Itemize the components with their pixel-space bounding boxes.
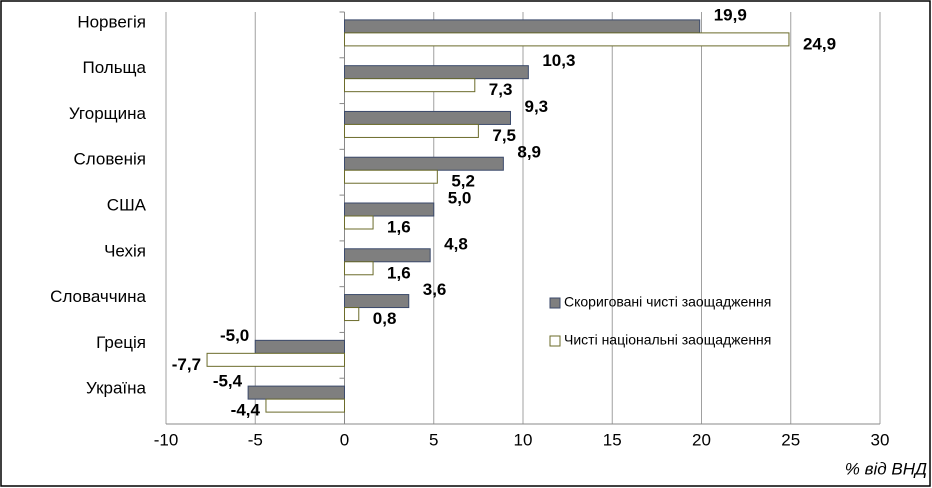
y-tick-label: Греція — [96, 333, 146, 352]
value-label: 1,6 — [387, 217, 411, 236]
value-label: 0,8 — [373, 309, 397, 328]
y-tick-label: Норвегія — [77, 12, 146, 31]
x-tick-label: 10 — [514, 430, 533, 449]
y-tick-label: Чехія — [104, 241, 146, 260]
x-tick-label: 15 — [603, 430, 622, 449]
bar — [344, 156, 504, 171]
x-tick-label: 30 — [871, 430, 890, 449]
bar — [344, 261, 374, 276]
value-label: -5,4 — [213, 372, 243, 391]
value-label: 7,3 — [489, 80, 513, 99]
bar — [344, 248, 431, 263]
value-label: 5,0 — [448, 188, 472, 207]
x-tick-label: 20 — [692, 430, 711, 449]
bar — [206, 352, 345, 367]
bar — [344, 32, 790, 47]
bar — [254, 339, 345, 354]
x-tick-label: 0 — [340, 430, 349, 449]
value-label: 3,6 — [423, 280, 447, 299]
x-axis-label: % від ВНД — [845, 459, 927, 478]
bar — [344, 294, 410, 309]
bar — [344, 19, 701, 34]
x-tick-label: -5 — [248, 430, 263, 449]
value-label: 19,9 — [714, 5, 747, 24]
value-label: 9,3 — [525, 97, 549, 116]
bar — [344, 215, 374, 230]
bar — [265, 398, 345, 413]
x-tick-label: 5 — [429, 430, 438, 449]
legend-label: Скориговані чисті заощадження — [564, 294, 771, 310]
legend-swatch — [549, 297, 561, 309]
y-tick-label: Угорщина — [69, 104, 147, 123]
value-label: 7,5 — [492, 126, 516, 145]
x-tick-label: -10 — [154, 430, 179, 449]
y-tick-label: Україна — [86, 379, 146, 398]
value-label: 4,8 — [444, 234, 468, 253]
value-label: -5,0 — [220, 326, 249, 345]
legend-label: Чисті національні заощадження — [564, 332, 771, 348]
value-label: 5,2 — [451, 172, 475, 191]
bar — [344, 123, 479, 138]
bar — [344, 169, 438, 184]
value-label: -7,7 — [172, 355, 201, 374]
y-tick-label: США — [107, 195, 147, 214]
y-tick-label: Словаччина — [50, 287, 146, 306]
value-label: 10,3 — [542, 51, 575, 70]
value-label: 24,9 — [803, 34, 836, 53]
y-tick-label: Польща — [82, 58, 146, 77]
bar — [247, 385, 345, 400]
legend-swatch — [549, 335, 561, 347]
bar — [344, 202, 435, 217]
bar — [344, 110, 512, 125]
bar — [344, 78, 476, 93]
bar — [344, 65, 529, 80]
value-label: -4,4 — [231, 401, 261, 420]
y-tick-label: Словенія — [73, 150, 146, 169]
value-label: 1,6 — [387, 263, 411, 282]
x-tick-label: 25 — [781, 430, 800, 449]
bar — [344, 307, 360, 322]
value-label: 8,9 — [517, 143, 541, 162]
